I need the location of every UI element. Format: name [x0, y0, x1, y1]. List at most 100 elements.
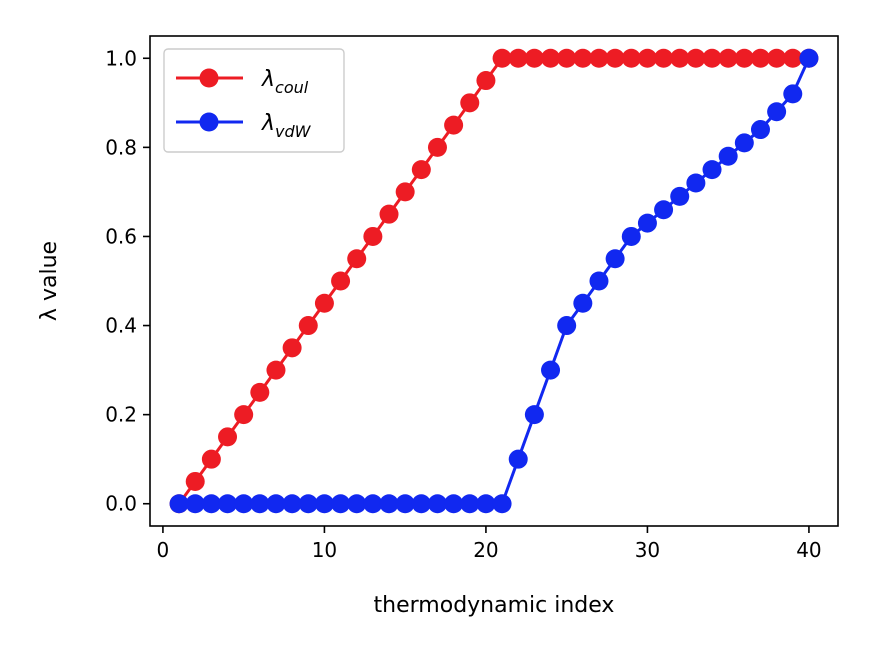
x-tick-label: 20 — [473, 538, 498, 562]
data-point-coul — [444, 115, 464, 135]
y-tick-label: 0.6 — [105, 224, 137, 248]
data-point-vdW — [654, 200, 674, 220]
data-point-vdW — [266, 494, 286, 514]
data-point-vdW — [783, 84, 803, 104]
x-tick-label: 40 — [796, 538, 821, 562]
data-point-coul — [314, 293, 334, 313]
data-point-coul — [605, 48, 625, 68]
data-point-vdW — [734, 133, 754, 153]
legend-marker-vdW — [199, 112, 219, 132]
data-point-vdW — [347, 494, 367, 514]
data-point-vdW — [234, 494, 254, 514]
data-point-vdW — [411, 494, 431, 514]
data-point-vdW — [314, 494, 334, 514]
y-axis-label: λ value — [37, 241, 62, 321]
data-point-vdW — [799, 48, 819, 68]
data-point-coul — [670, 48, 690, 68]
data-point-coul — [702, 48, 722, 68]
data-point-vdW — [379, 494, 399, 514]
y-tick-label: 0.2 — [105, 403, 137, 427]
y-tick-label: 0.4 — [105, 314, 137, 338]
data-point-vdW — [541, 360, 561, 380]
data-point-vdW — [427, 494, 447, 514]
data-point-coul — [637, 48, 657, 68]
data-point-vdW — [185, 494, 205, 514]
data-point-coul — [492, 48, 512, 68]
legend-box — [163, 48, 345, 153]
data-point-coul — [621, 48, 641, 68]
data-point-vdW — [444, 494, 464, 514]
x-axis-label: thermodynamic index — [374, 593, 615, 618]
data-point-coul — [557, 48, 577, 68]
data-point-coul — [654, 48, 674, 68]
data-point-vdW — [702, 160, 722, 180]
data-point-coul — [379, 204, 399, 224]
data-point-vdW — [298, 494, 318, 514]
data-point-vdW — [573, 293, 593, 313]
data-point-coul — [347, 249, 367, 269]
data-point-coul — [750, 48, 770, 68]
y-tick-label: 0.0 — [105, 492, 137, 516]
legend-label-coul: λcoul — [261, 67, 309, 97]
data-point-vdW — [492, 494, 512, 514]
data-point-vdW — [201, 494, 221, 514]
x-tick-label: 30 — [635, 538, 660, 562]
axes-layer: 0 10 20 30 40 0.0 0.2 0.4 0.6 0.8 1.0 — [105, 46, 821, 562]
legend-label-vdW: λvdW — [261, 111, 312, 141]
data-point-vdW — [476, 494, 496, 514]
data-point-coul — [686, 48, 706, 68]
data-point-vdW — [750, 120, 770, 140]
data-point-vdW — [686, 173, 706, 193]
data-point-coul — [250, 382, 270, 402]
data-point-coul — [266, 360, 286, 380]
data-point-coul — [541, 48, 561, 68]
data-point-coul — [734, 48, 754, 68]
data-point-vdW — [605, 249, 625, 269]
data-point-coul — [460, 93, 480, 113]
data-point-vdW — [718, 146, 738, 166]
data-point-vdW — [250, 494, 270, 514]
data-point-vdW — [589, 271, 609, 291]
legend: λcoul λvdW — [163, 48, 345, 153]
data-point-coul — [783, 48, 803, 68]
data-point-coul — [298, 316, 318, 336]
data-point-vdW — [169, 494, 189, 514]
legend-label-subscript: coul — [275, 78, 309, 97]
data-point-coul — [185, 471, 205, 491]
data-point-vdW — [460, 494, 480, 514]
series-layer — [169, 48, 819, 514]
data-point-coul — [524, 48, 544, 68]
data-point-vdW — [557, 316, 577, 336]
data-point-vdW — [637, 213, 657, 233]
plot-frame — [149, 35, 839, 527]
x-tick-label: 10 — [312, 538, 337, 562]
data-point-coul — [234, 405, 254, 425]
data-point-coul — [395, 182, 415, 202]
legend-marker-coul — [199, 68, 219, 88]
y-tick-label: 1.0 — [105, 46, 137, 70]
data-point-coul — [282, 338, 302, 358]
data-point-coul — [476, 71, 496, 91]
data-point-coul — [427, 137, 447, 157]
data-point-vdW — [282, 494, 302, 514]
data-point-coul — [718, 48, 738, 68]
y-tick-label: 0.8 — [105, 135, 137, 159]
data-point-coul — [508, 48, 528, 68]
data-point-vdW — [363, 494, 383, 514]
data-point-vdW — [508, 449, 528, 469]
data-point-vdW — [621, 226, 641, 246]
data-point-vdW — [331, 494, 351, 514]
data-point-coul — [218, 427, 238, 447]
data-point-vdW — [395, 494, 415, 514]
data-point-coul — [767, 48, 787, 68]
data-point-coul — [589, 48, 609, 68]
legend-label-symbol: λ — [261, 111, 275, 136]
data-point-coul — [331, 271, 351, 291]
data-point-vdW — [524, 405, 544, 425]
legend-label-symbol: λ — [261, 67, 275, 92]
data-point-coul — [363, 226, 383, 246]
data-point-coul — [201, 449, 221, 469]
data-point-vdW — [218, 494, 238, 514]
data-point-coul — [411, 160, 431, 180]
